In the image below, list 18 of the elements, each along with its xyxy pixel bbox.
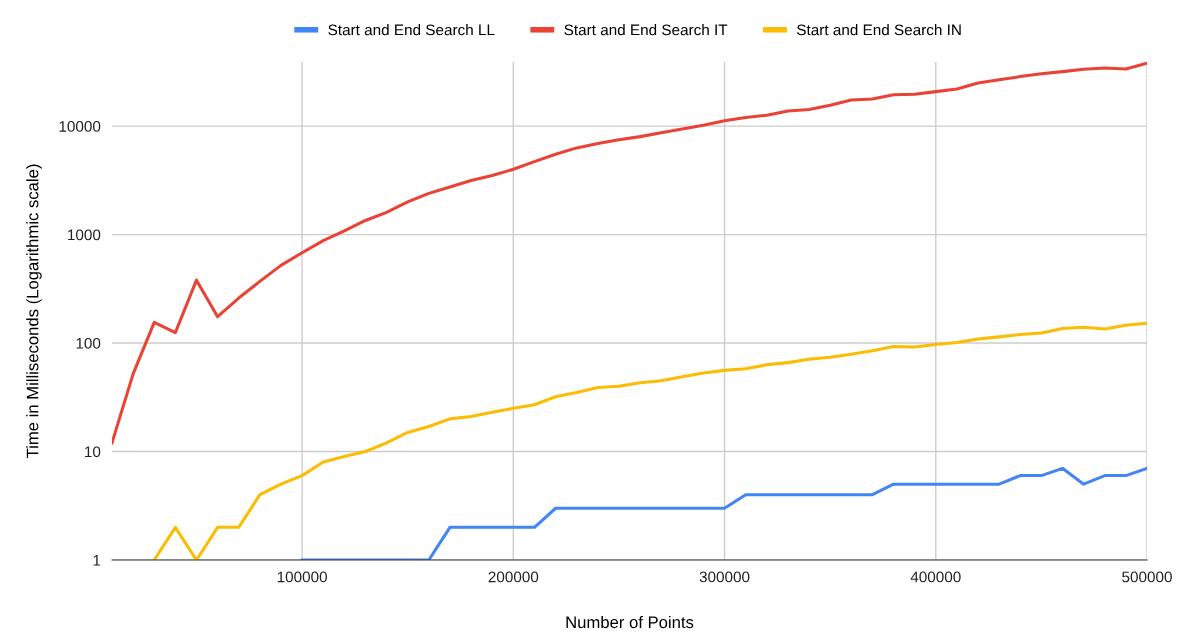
y-tick-label: 1000: [68, 229, 101, 241]
legend-label: Start and End Search IN: [797, 24, 961, 36]
y-axis-title: Time in Milliseconds (Logarithmic scale): [26, 164, 42, 459]
x-tick-label: 500000: [1122, 571, 1172, 583]
line-series: [112, 62, 1147, 445]
y-tick-label: 10: [85, 446, 101, 458]
y-tick-label: 1: [93, 555, 101, 566]
y-tick-label: 10000: [59, 120, 101, 132]
x-tick-label: 300000: [699, 571, 750, 583]
x-tick-label: 200000: [488, 571, 539, 583]
line-series: [152, 321, 1147, 560]
x-tick-label: 400000: [910, 571, 961, 583]
x-axis-title: Number of Points: [566, 615, 694, 629]
line-series: [300, 466, 1147, 560]
legend-label: Start and End Search IT: [564, 24, 728, 36]
y-tick-label: 100: [76, 337, 101, 349]
x-tick-label: 100000: [277, 571, 327, 583]
legend-label: Start and End Search LL: [328, 24, 495, 36]
